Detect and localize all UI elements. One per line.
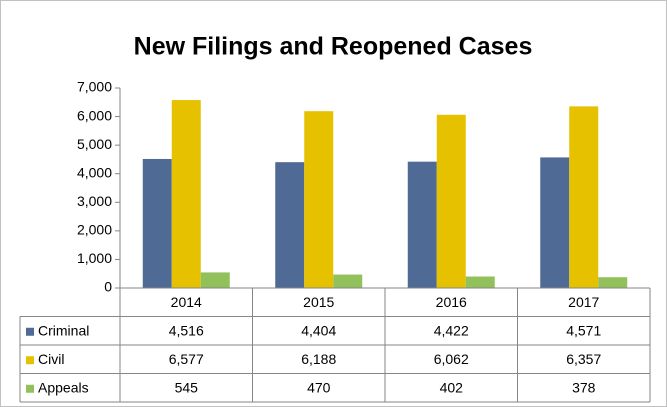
x-tick-label: 2017 (568, 294, 599, 310)
table-value: 378 (572, 379, 596, 395)
bar (333, 274, 363, 288)
bar (540, 157, 570, 288)
x-tick-label: 2016 (436, 294, 467, 310)
table-value: 6,577 (169, 351, 204, 367)
y-tick-label: 6,000 (77, 107, 112, 123)
bar (465, 276, 495, 288)
y-tick-label: 1,000 (77, 250, 112, 266)
bar (436, 114, 466, 288)
table-value: 4,404 (301, 322, 336, 338)
legend-swatch (26, 356, 34, 365)
legend-label: Civil (38, 351, 64, 367)
x-tick-label: 2015 (303, 294, 334, 310)
bar (304, 111, 334, 288)
table-value: 4,422 (434, 322, 469, 338)
table-value: 470 (307, 379, 331, 395)
bar (275, 162, 305, 288)
table-value: 6,062 (434, 351, 469, 367)
y-tick-label: 3,000 (77, 193, 112, 209)
table-value: 4,516 (169, 322, 204, 338)
y-tick-label: 7,000 (77, 79, 112, 95)
y-tick-label: 0 (104, 279, 112, 295)
table-value: 402 (440, 379, 464, 395)
table-value: 545 (175, 379, 199, 395)
y-tick-label: 2,000 (77, 222, 112, 238)
bar (407, 161, 437, 288)
table-value: 6,188 (301, 351, 336, 367)
bar (598, 277, 628, 288)
bar (171, 100, 201, 288)
x-tick-label: 2014 (171, 294, 202, 310)
table-value: 4,571 (566, 322, 601, 338)
legend-swatch (26, 327, 34, 336)
legend-swatch (26, 384, 34, 393)
y-tick-label: 5,000 (77, 136, 112, 152)
chart-title: New Filings and Reopened Cases (134, 33, 533, 61)
table-value: 6,357 (566, 351, 601, 367)
bar (142, 158, 172, 288)
legend-label: Criminal (38, 322, 89, 338)
bar (569, 106, 599, 288)
y-tick-label: 4,000 (77, 164, 112, 180)
legend-label: Appeals (38, 379, 89, 395)
bar (200, 272, 230, 288)
